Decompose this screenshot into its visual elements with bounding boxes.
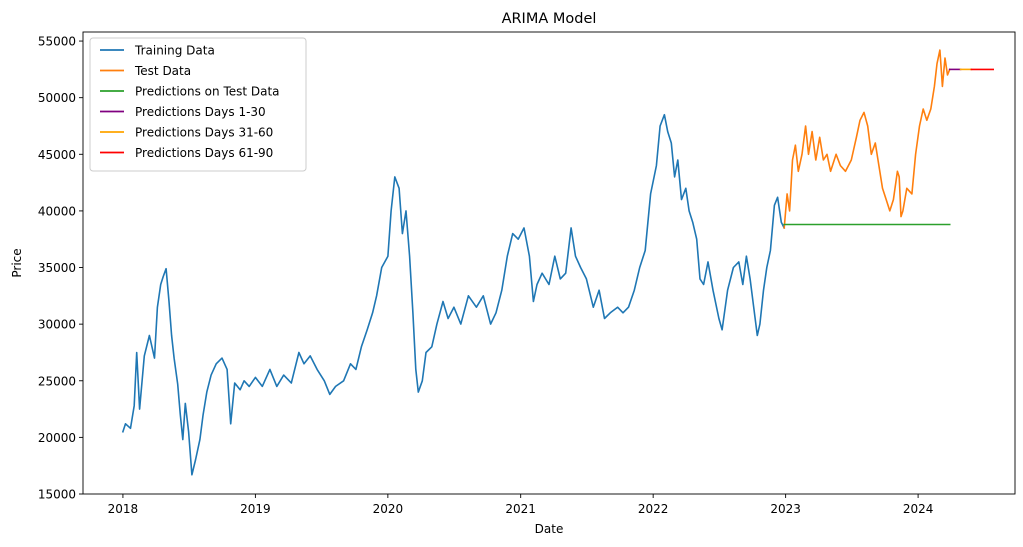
y-axis-ticks: 15000 20000 25000 30000 35000 40000 45000 50000…: [38, 35, 83, 502]
series-line-1: [121, 113, 786, 476]
chart-title: ARIMA Model: [502, 11, 597, 27]
y-tick-label: 45000: [38, 148, 76, 162]
y-tick-label: 40000: [38, 204, 76, 218]
y-tick-label: 50000: [38, 91, 76, 105]
y-axis-label: Price: [10, 248, 24, 277]
legend-label: Predictions Days 31-60: [135, 126, 273, 140]
series-layer: [121, 49, 995, 476]
x-tick-label: 2021: [505, 502, 536, 516]
y-tick-label: 35000: [38, 261, 76, 275]
x-tick-label: 2018: [108, 502, 139, 516]
legend-label: Test Data: [134, 64, 191, 78]
y-tick-label: 30000: [38, 318, 76, 332]
x-tick-label: 2024: [903, 502, 934, 516]
x-tick-label: 2019: [240, 502, 271, 516]
y-tick-label: 55000: [38, 35, 76, 49]
y-tick-label: 20000: [38, 431, 76, 445]
y-tick-label: 15000: [38, 488, 76, 502]
x-axis-ticks: 2018 2019 2020 2021 2022 2023 2024: [108, 494, 934, 516]
axes-border: [82, 31, 1016, 495]
legend: Training Data Test Data Predictions on Tes…: [89, 37, 307, 172]
x-tick-label: 2023: [770, 502, 801, 516]
legend-label: Training Data: [134, 44, 215, 58]
legend-label: Predictions Days 1-30: [135, 105, 266, 119]
x-tick-label: 2020: [373, 502, 404, 516]
y-tick-label: 25000: [38, 374, 76, 388]
series-line-2: [783, 49, 951, 229]
legend-label: Predictions on Test Data: [135, 85, 280, 99]
legend-label: Predictions Days 61-90: [135, 146, 273, 160]
x-axis-label: Date: [535, 522, 564, 536]
x-tick-label: 2022: [638, 502, 669, 516]
legend-box: [89, 37, 307, 172]
axes-frame: [82, 31, 1016, 495]
